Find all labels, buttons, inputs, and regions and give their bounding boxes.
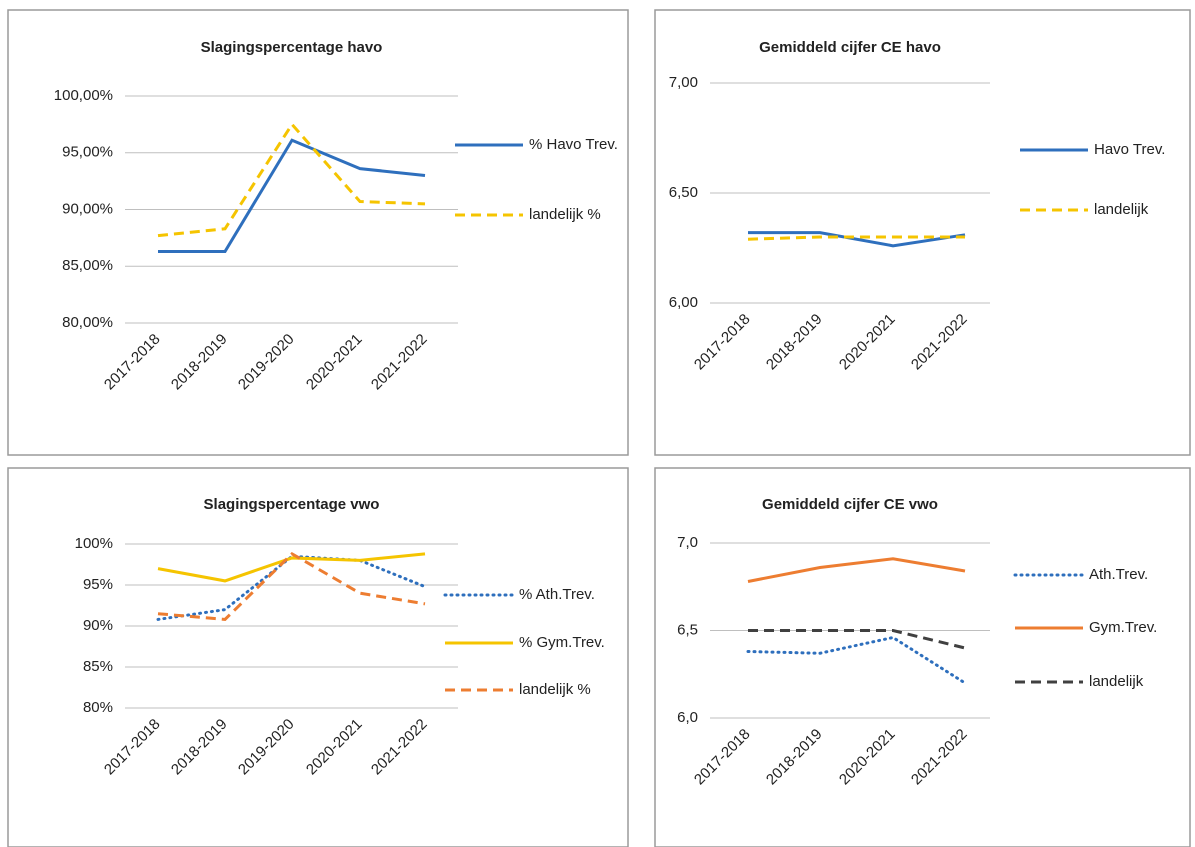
chart-title: Gemiddeld cijfer CE havo — [759, 39, 941, 56]
y-tick-label: 85,00% — [62, 257, 113, 274]
legend-label: % Ath.Trev. — [519, 586, 595, 603]
y-tick-label: 95% — [83, 576, 113, 593]
series-line — [748, 629, 966, 650]
y-tick-label: 95,00% — [62, 144, 113, 161]
legend-label: landelijk % — [519, 681, 591, 698]
series-line — [156, 554, 427, 621]
series-line — [747, 557, 966, 583]
x-tick-label: 2020-2021 — [836, 311, 899, 374]
panel-border — [654, 9, 1191, 456]
x-tick-label: 2021-2022 — [908, 311, 971, 374]
y-tick-label: 90% — [83, 617, 113, 634]
x-tick-label: 2021-2022 — [368, 331, 431, 394]
x-tick-label: 2018-2019 — [763, 311, 826, 374]
chart-panel: Gemiddeld cijfer CE havo 6,00 6,50 7,00 2017… — [654, 9, 1191, 456]
chart-panel: Slagingspercentage havo 80,00% 85,00% 90,00… — [7, 9, 629, 456]
panel-border — [654, 467, 1191, 847]
chart-panel: Slagingspercentage vwo 80% 85% 90% 95% 100% 20… — [7, 467, 629, 847]
x-tick-label: 2020-2021 — [303, 716, 366, 779]
x-tick-label: 2018-2019 — [168, 331, 231, 394]
legend-label: % Gym.Trev. — [519, 634, 605, 651]
x-tick-label: 2017-2018 — [691, 311, 754, 374]
x-tick-label: 2021-2022 — [368, 716, 431, 779]
x-tick-label: 2018-2019 — [763, 726, 826, 789]
legend-label: landelijk — [1094, 201, 1149, 218]
series-line — [157, 552, 426, 583]
legend-label: Gym.Trev. — [1089, 619, 1157, 636]
chart-title: Gemiddeld cijfer CE vwo — [762, 496, 938, 513]
x-tick-label: 2019-2020 — [235, 331, 298, 394]
y-tick-label: 90,00% — [62, 200, 113, 217]
legend-label: % Havo Trev. — [529, 136, 618, 153]
series-line — [157, 551, 426, 621]
chart-title: Slagingspercentage vwo — [204, 496, 380, 513]
series-line — [747, 235, 965, 241]
legend-label: landelijk — [1089, 673, 1144, 690]
y-tick-label: 85% — [83, 658, 113, 675]
chart-panel: Gemiddeld cijfer CE vwo 6,0 6,5 7,0 2017-201… — [654, 467, 1191, 847]
legend-label: Havo Trev. — [1094, 141, 1165, 158]
legend-label: Ath.Trev. — [1089, 566, 1148, 583]
y-tick-label: 100% — [75, 535, 113, 552]
series-line — [158, 138, 426, 253]
y-tick-label: 80% — [83, 699, 113, 716]
x-tick-label: 2017-2018 — [691, 726, 754, 789]
y-tick-label: 6,00 — [669, 294, 698, 311]
legend-label: landelijk % — [529, 206, 601, 223]
y-tick-label: 100,00% — [54, 87, 113, 104]
x-tick-label: 2017-2018 — [101, 716, 164, 779]
x-tick-label: 2018-2019 — [168, 716, 231, 779]
y-tick-label: 6,0 — [677, 709, 698, 726]
y-tick-label: 6,50 — [669, 184, 698, 201]
panel-border — [7, 467, 629, 847]
y-tick-label: 7,0 — [677, 534, 698, 551]
x-tick-label: 2020-2021 — [303, 331, 366, 394]
x-tick-label: 2020-2021 — [836, 726, 899, 789]
series-line — [748, 231, 966, 248]
panel-border — [7, 9, 629, 456]
chart-title: Slagingspercentage havo — [201, 39, 383, 56]
y-tick-label: 7,00 — [669, 74, 698, 91]
x-tick-label: 2021-2022 — [908, 726, 971, 789]
series-line — [746, 635, 967, 685]
x-tick-label: 2019-2020 — [235, 716, 298, 779]
y-tick-label: 80,00% — [62, 314, 113, 331]
x-tick-label: 2017-2018 — [101, 331, 164, 394]
y-tick-label: 6,5 — [677, 621, 698, 638]
